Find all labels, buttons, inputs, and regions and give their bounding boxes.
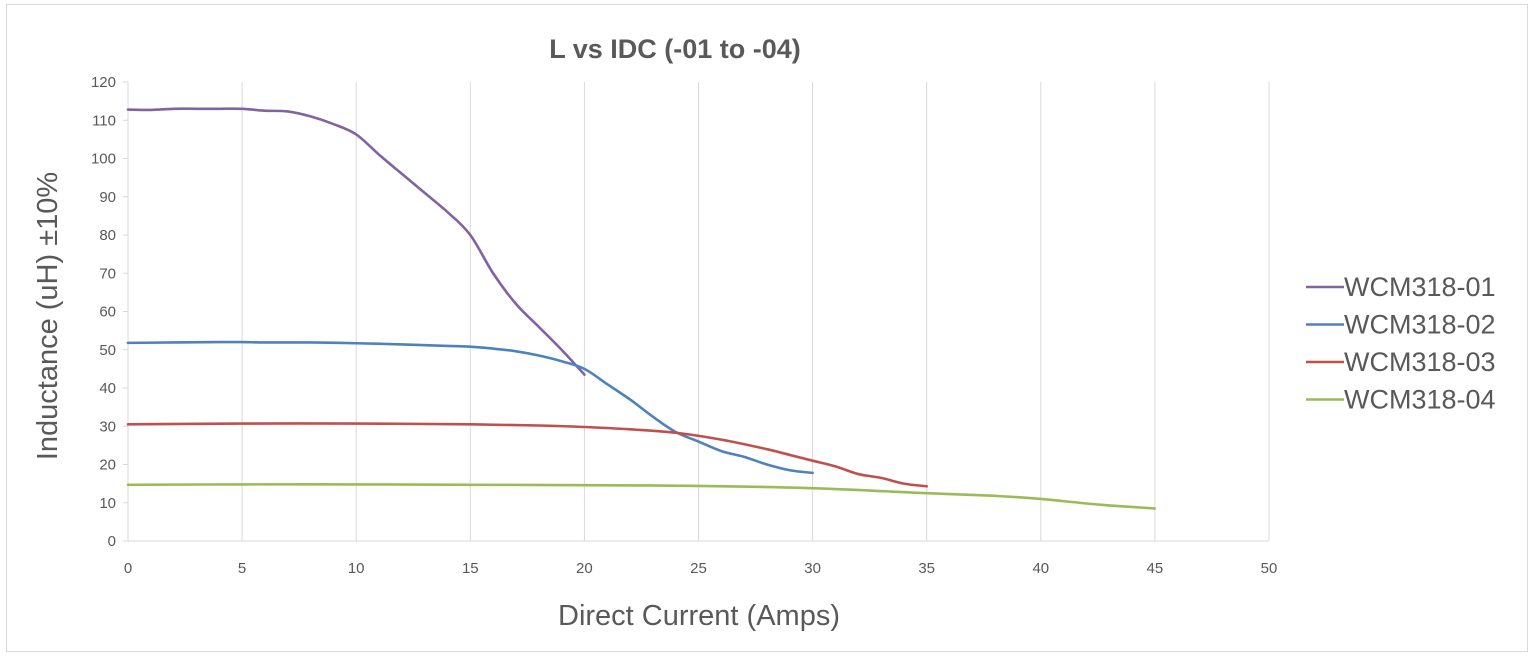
chart-title: L vs IDC (-01 to -04) — [549, 34, 801, 64]
y-tick-label: 80 — [99, 227, 116, 244]
series-line-1 — [126, 107, 586, 376]
x-tick-label: 20 — [576, 560, 593, 577]
legend-label: WCM318-02 — [1344, 310, 1496, 340]
x-tick-label: 35 — [918, 560, 935, 577]
line-chart: L vs IDC (-01 to -04) 010203040506070809… — [32, 34, 1496, 632]
series-line-4 — [126, 483, 1157, 510]
y-tick-label: 0 — [108, 533, 116, 550]
series-lines — [126, 107, 1157, 510]
y-tick-label: 50 — [99, 342, 116, 359]
y-tick-label: 40 — [99, 380, 116, 397]
y-tick-label: 90 — [99, 189, 116, 206]
series-line-3 — [126, 422, 928, 488]
y-tick-label: 120 — [91, 74, 116, 91]
legend-item: WCM318-04 — [1306, 385, 1496, 415]
legend-item: WCM318-03 — [1306, 347, 1496, 377]
legend-label: WCM318-03 — [1344, 347, 1496, 377]
x-tick-label: 45 — [1147, 560, 1164, 577]
y-tick-label: 20 — [99, 457, 116, 474]
x-tick-label: 5 — [238, 560, 246, 577]
x-tick-label: 25 — [690, 560, 707, 577]
series-line-2 — [126, 340, 814, 475]
y-tick-label: 60 — [99, 304, 116, 321]
gridlines — [241, 82, 1270, 541]
x-tick-label: 0 — [124, 560, 132, 577]
y-tick-label: 100 — [91, 151, 116, 168]
y-tick-label: 110 — [92, 112, 116, 129]
x-tick-label: 15 — [462, 560, 479, 577]
x-axis-title: Direct Current (Amps) — [558, 600, 840, 632]
x-tick-label: 10 — [348, 560, 365, 577]
legend-item: WCM318-01 — [1306, 272, 1496, 302]
x-tick-label: 30 — [804, 560, 821, 577]
x-tick-label: 50 — [1261, 560, 1278, 577]
axes — [123, 81, 1269, 542]
y-tick-label: 10 — [99, 495, 116, 512]
legend: WCM318-01 WCM318-02 WCM318-03 WCM318-04 — [1306, 272, 1496, 415]
y-tick-label: 30 — [99, 418, 116, 435]
x-tick-label: 40 — [1032, 560, 1049, 577]
legend-item: WCM318-02 — [1306, 310, 1496, 340]
chart-area: L vs IDC (-01 to -04) 0 10 20 30 40 50 60 70 80 9… — [6, 4, 1528, 652]
y-axis-title: Inductance (uH) ±10% — [32, 172, 64, 460]
tick-labels: 0 10 20 30 40 50 60 70 80 90 100 110 120 0 5 10 15 20 25 30… — [91, 74, 1277, 577]
legend-label: WCM318-01 — [1344, 272, 1496, 302]
legend-label: WCM318-04 — [1344, 385, 1496, 415]
y-tick-label: 70 — [99, 265, 116, 282]
